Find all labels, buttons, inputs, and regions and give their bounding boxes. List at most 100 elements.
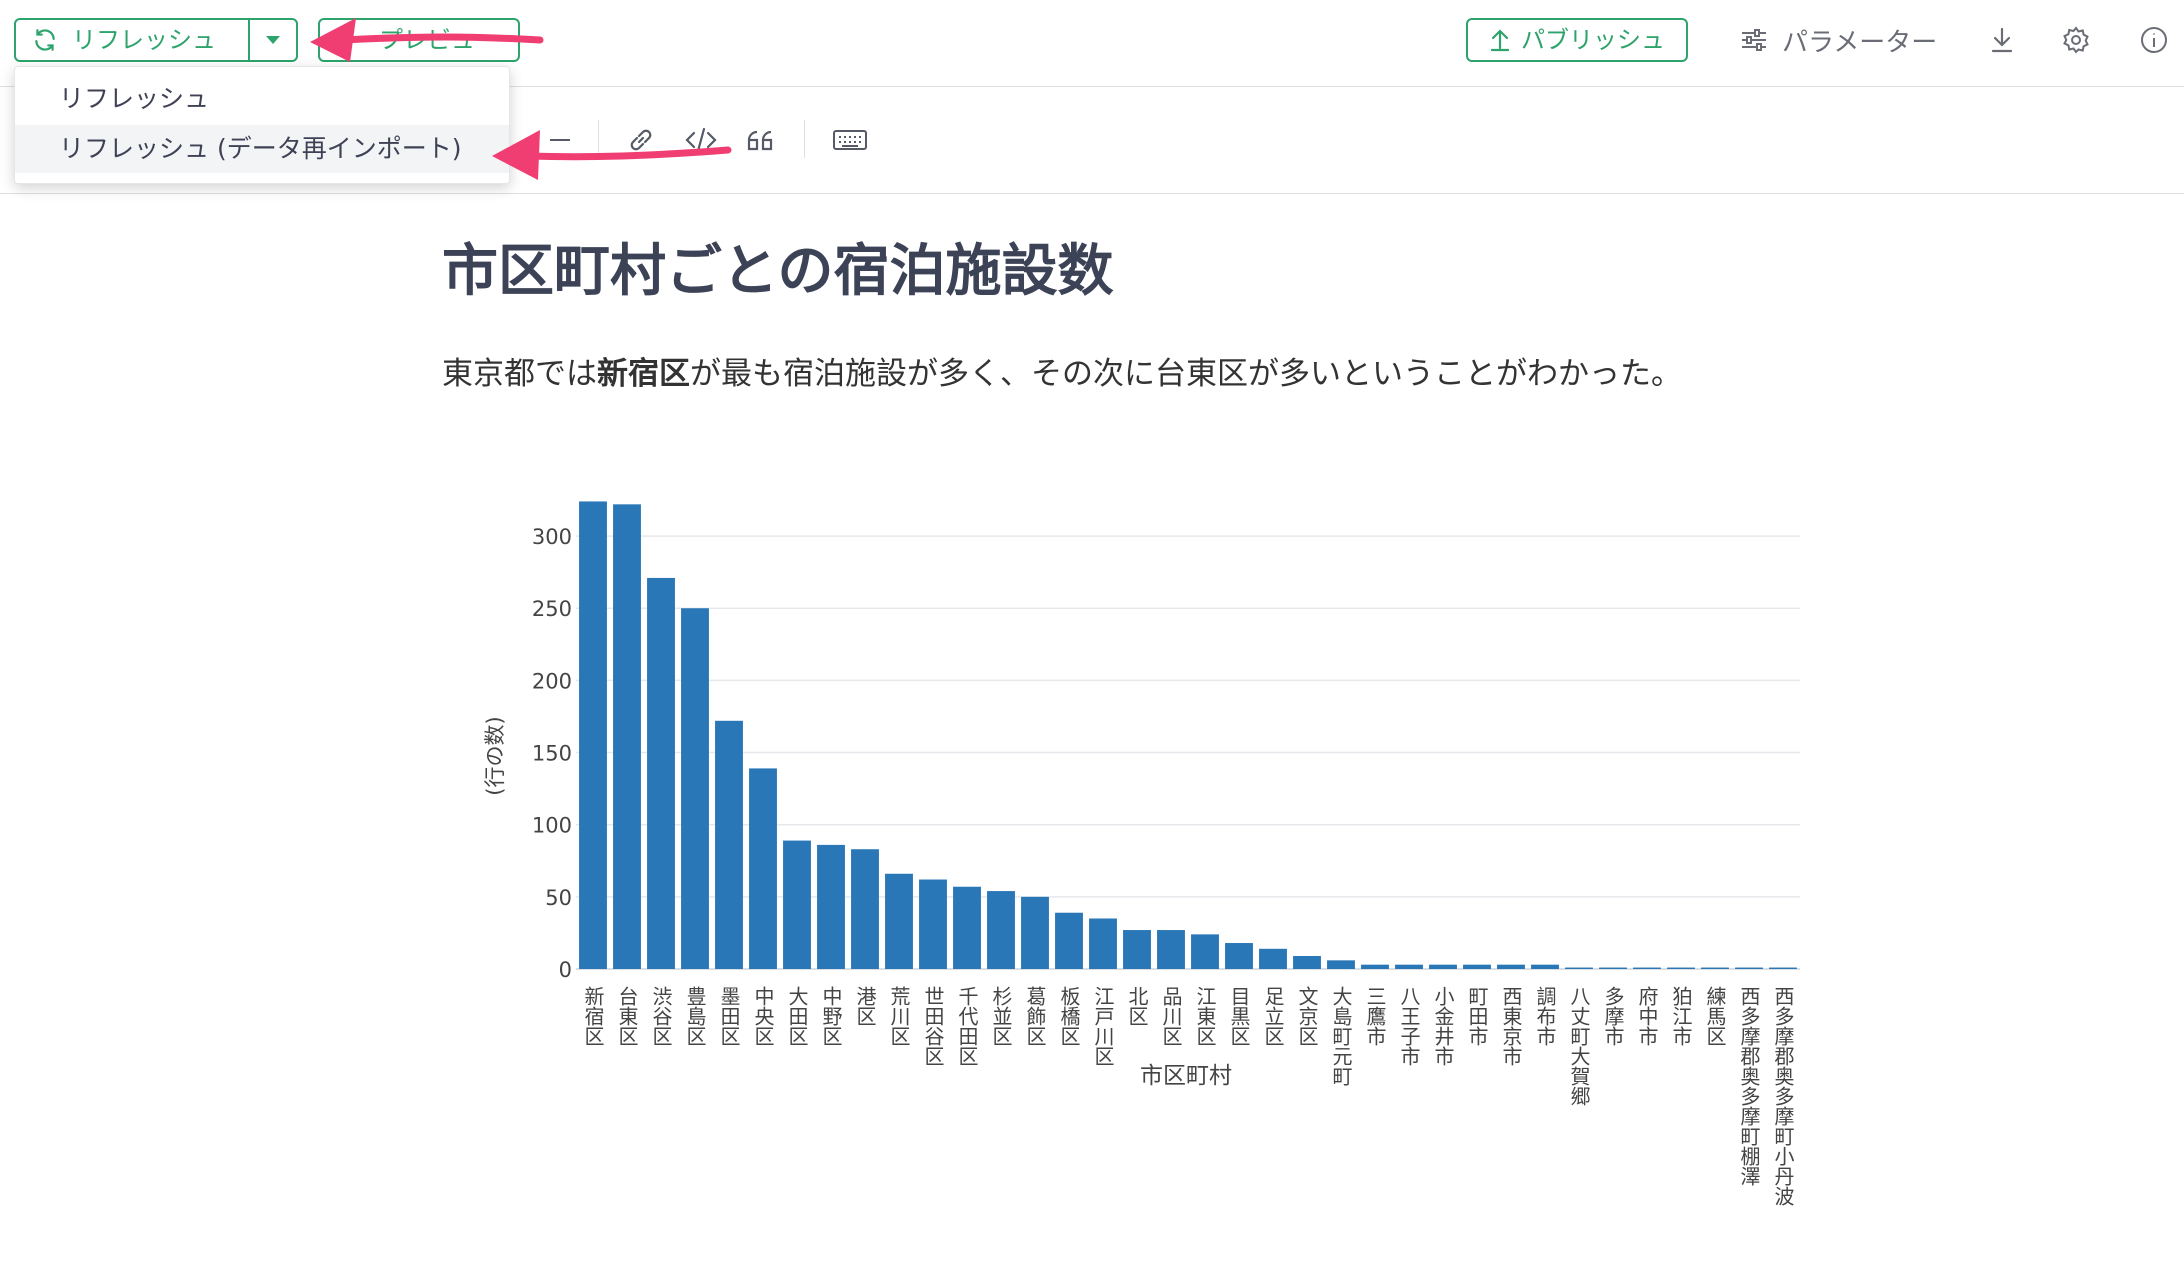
gear-icon [2062,26,2090,54]
x-tick-label: 渋谷区 [649,986,673,1046]
summary-text-end: が最も宿泊施設が多く、その次に台東区が多いということがわかった。 [690,356,1682,392]
bar [1599,967,1627,969]
chart-bars [579,501,1797,969]
bar [987,891,1015,969]
quote-icon [746,127,776,153]
x-tick-label: 葛飾区 [1023,986,1047,1046]
bar [579,501,607,969]
preview-button[interactable]: プレビュー [318,18,520,62]
preview-label: プレビュー [379,26,499,54]
download-icon [1990,26,2014,54]
bar [1497,964,1525,969]
x-tick-label: 千代田区 [955,986,979,1066]
x-tick-label: 多摩市 [1601,986,1625,1046]
bar [1531,964,1559,969]
x-tick-label: 文京区 [1295,986,1319,1046]
x-tick-label: 世田谷区 [921,986,945,1066]
x-tick-label: 大島町元町 [1329,986,1353,1086]
refresh-button[interactable]: リフレッシュ [14,18,250,62]
page-title: 市区町村ごとの宿泊施設数 [442,239,1114,304]
bar [1225,943,1253,969]
x-tick-label: 府中市 [1635,986,1659,1046]
x-tick-label: 荒川区 [887,986,911,1046]
code-icon [684,126,718,154]
bar [1123,930,1151,969]
toolbar-divider [598,120,599,158]
bar [1055,912,1083,969]
bar [1089,918,1117,969]
y-axis-ticks: 0 50 100 150 200 250 300 [532,525,572,982]
x-tick-label: 江戸川区 [1091,986,1115,1066]
bar [817,844,845,969]
parameters-label: パラメーター [1782,27,1938,58]
x-tick-label: 八丈町大賀郷 [1567,986,1591,1106]
keyboard-icon [832,128,868,152]
link-button[interactable] [626,122,656,158]
bar [1157,930,1185,969]
bar [783,840,811,969]
y-tick-label: 50 [545,886,572,910]
info-icon [2140,26,2168,54]
bar [1735,967,1763,969]
editor-toolbar [0,87,2184,194]
x-tick-label: 江東区 [1193,986,1217,1046]
bar [1667,967,1695,969]
refresh-icon [32,27,58,53]
x-tick-label: 台東区 [615,986,639,1046]
menu-item-refresh-reimport[interactable]: リフレッシュ (データ再インポート) [15,125,509,173]
summary-text-bold: 新宿区 [597,356,690,392]
bar [1395,964,1423,969]
list-button[interactable] [548,122,572,158]
bar [613,504,641,969]
quote-button[interactable] [746,122,776,158]
chart-grid [576,535,1800,970]
y-tick-label: 100 [532,814,572,838]
bar [1293,956,1321,969]
keyboard-shortcut-button[interactable] [832,122,868,158]
x-tick-label: 中央区 [751,986,775,1046]
x-tick-label: 三鷹市 [1363,986,1387,1046]
x-tick-label: 北区 [1125,986,1149,1026]
code-button[interactable] [684,122,718,158]
publish-label: パブリッシュ [1521,26,1665,54]
x-tick-label: 西多摩郡奥多摩町棚澤 [1737,986,1761,1186]
x-tick-label: 新宿区 [581,986,605,1046]
bar [1361,964,1389,969]
refresh-dropdown-menu: リフレッシュ リフレッシュ (データ再インポート) [14,66,510,184]
bar [1565,967,1593,969]
x-tick-label: 杉並区 [989,986,1013,1046]
x-tick-label: 町田市 [1465,986,1489,1046]
bar [1327,960,1355,969]
y-tick-label: 150 [532,742,572,766]
y-tick-label: 300 [532,525,572,549]
bar [1429,964,1457,969]
list-icon [548,128,572,152]
settings-button[interactable] [2062,18,2090,62]
refresh-dropdown-toggle[interactable] [248,18,298,62]
parameters-button[interactable]: パラメーター [1740,18,1937,62]
x-axis-label: 市区町村 [1140,1063,1232,1089]
y-tick-label: 250 [532,597,572,621]
bar [953,886,981,969]
bar [1701,967,1729,969]
x-tick-label: 調布市 [1533,986,1557,1046]
x-tick-label: 目黒区 [1227,986,1251,1046]
x-tick-label: 練馬区 [1703,986,1727,1046]
sliders-icon [1740,28,1768,52]
info-button[interactable] [2140,18,2168,62]
bar [1633,967,1661,969]
summary-text-start: 東京都では [442,356,597,392]
download-button[interactable] [1990,18,2014,62]
x-tick-label: 中野区 [819,986,843,1046]
bar [647,577,675,969]
menu-item-refresh[interactable]: リフレッシュ [59,84,210,113]
bar [851,849,879,969]
x-tick-label: 足立区 [1261,986,1285,1046]
bar [1021,896,1049,969]
refresh-label: リフレッシュ [72,26,216,54]
y-tick-label: 0 [559,958,572,982]
x-tick-label: 墨田区 [717,986,741,1046]
summary-paragraph: 東京都では新宿区が最も宿泊施設が多く、その次に台東区が多いということがわかった。 [442,348,1682,393]
publish-button[interactable]: パブリッシュ [1466,18,1688,62]
bar [749,768,777,969]
